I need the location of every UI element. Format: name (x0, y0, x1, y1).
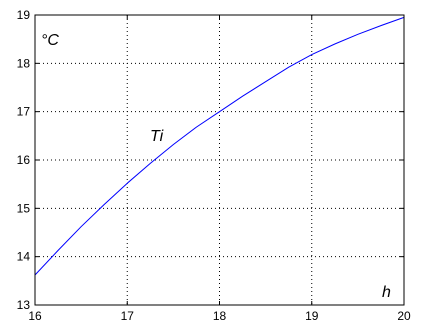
series-layer (34, 16, 405, 276)
plot-frame (34, 14, 405, 306)
y-tick-label: 17 (17, 105, 31, 119)
y-tick-labels: 13 14 15 16 17 18 19 (17, 8, 31, 312)
x-tick-label: 19 (305, 309, 319, 323)
y-tick-label: 14 (17, 250, 31, 264)
series-line-ti (34, 16, 405, 276)
y-tick-label: 18 (17, 56, 31, 70)
y-axis-unit-label: °C (41, 32, 59, 49)
x-tick-label: 16 (28, 309, 42, 323)
y-tick-label: 15 (17, 201, 31, 215)
x-tick-labels: 16 17 18 19 20 (28, 309, 411, 323)
x-tick-label: 20 (397, 309, 411, 323)
x-tick-label: 18 (213, 309, 227, 323)
x-tick-label: 17 (121, 309, 135, 323)
y-tick-label: 16 (17, 153, 31, 167)
x-axis-unit-label: h (382, 284, 391, 301)
y-tick-label: 13 (17, 298, 31, 312)
y-tick-label: 19 (17, 8, 31, 22)
series-annotation-ti: Ti (150, 128, 164, 145)
